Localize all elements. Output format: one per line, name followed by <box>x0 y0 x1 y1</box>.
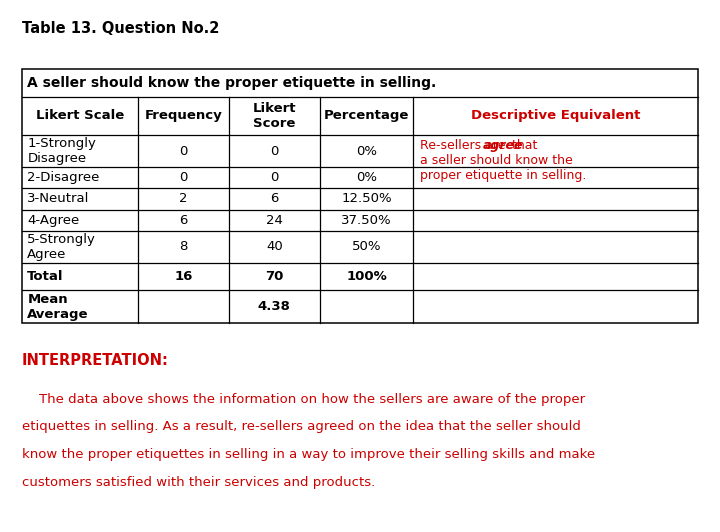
Text: Frequency: Frequency <box>145 110 222 122</box>
Text: a seller should know the: a seller should know the <box>420 154 573 167</box>
Text: 5-Strongly
Agree: 5-Strongly Agree <box>27 233 96 261</box>
Text: 3-Neutral: 3-Neutral <box>27 193 90 205</box>
Text: 2-Disagree: 2-Disagree <box>27 171 100 184</box>
Text: A seller should know the proper etiquette in selling.: A seller should know the proper etiquett… <box>27 76 436 90</box>
Text: The data above shows the information on how the sellers are aware of the proper: The data above shows the information on … <box>22 393 585 405</box>
Text: 0: 0 <box>270 171 279 184</box>
Text: 16: 16 <box>174 270 193 283</box>
Text: etiquettes in selling. As a result, re-sellers agreed on the idea that the selle: etiquettes in selling. As a result, re-s… <box>22 420 580 433</box>
Text: proper etiquette in selling.: proper etiquette in selling. <box>420 169 587 181</box>
Text: 50%: 50% <box>352 240 381 253</box>
Text: 0: 0 <box>179 145 188 157</box>
Text: Table 13. Question No.2: Table 13. Question No.2 <box>22 21 219 36</box>
Text: 40: 40 <box>266 240 283 253</box>
Text: 12.50%: 12.50% <box>341 193 392 205</box>
Text: 37.50%: 37.50% <box>341 214 392 227</box>
Text: customers satisfied with their services and products.: customers satisfied with their services … <box>22 476 375 488</box>
Text: Likert
Score: Likert Score <box>253 102 296 130</box>
Text: 4-Agree: 4-Agree <box>27 214 80 227</box>
Text: Likert Scale: Likert Scale <box>36 110 124 122</box>
Text: 2: 2 <box>179 193 188 205</box>
Text: 0: 0 <box>179 171 188 184</box>
Text: Percentage: Percentage <box>324 110 409 122</box>
Text: 4.38: 4.38 <box>258 301 291 313</box>
Text: 100%: 100% <box>346 270 387 283</box>
Text: 8: 8 <box>179 240 188 253</box>
Text: agree: agree <box>483 139 523 152</box>
Text: 70: 70 <box>265 270 284 283</box>
Text: know the proper etiquettes in selling in a way to improve their selling skills a: know the proper etiquettes in selling in… <box>22 448 595 461</box>
Text: Mean
Average: Mean Average <box>27 293 89 321</box>
Text: 1-Strongly
Disagree: 1-Strongly Disagree <box>27 137 96 165</box>
Text: 6: 6 <box>179 214 188 227</box>
Text: 6: 6 <box>270 193 279 205</box>
Text: Re-sellers are: Re-sellers are <box>420 139 510 152</box>
Text: Total: Total <box>27 270 64 283</box>
Text: that: that <box>508 139 537 152</box>
Text: 0%: 0% <box>356 171 377 184</box>
Text: 0%: 0% <box>356 145 377 157</box>
Text: INTERPRETATION:: INTERPRETATION: <box>22 353 168 368</box>
Text: 0: 0 <box>270 145 279 157</box>
Text: Descriptive Equivalent: Descriptive Equivalent <box>471 110 641 122</box>
Text: 24: 24 <box>266 214 283 227</box>
